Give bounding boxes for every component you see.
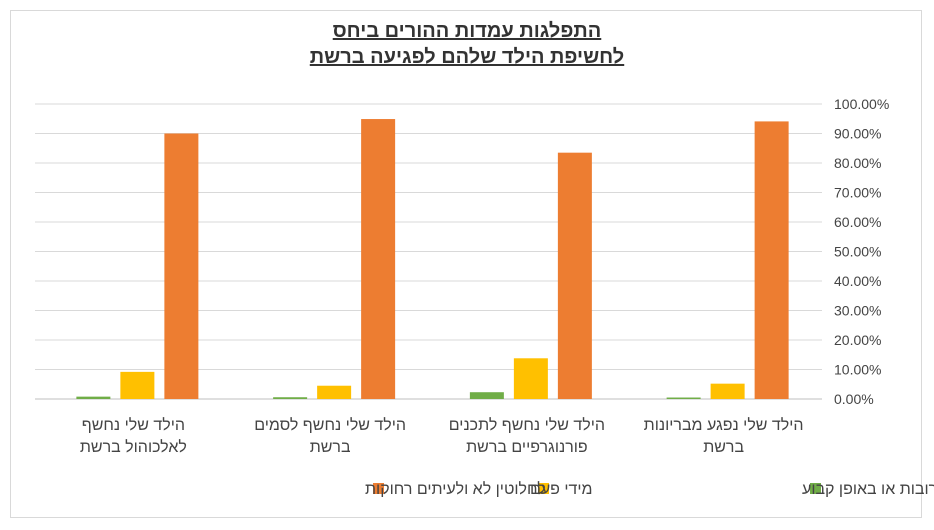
legend-swatch [373, 483, 384, 494]
chart-title: התפלגות עמדות ההורים ביחס לחשיפת הילד של… [0, 18, 934, 70]
bar [120, 371, 155, 399]
x-category-label: ברשת [703, 439, 744, 456]
bar [710, 383, 745, 399]
x-category-label: ברשת [310, 439, 351, 456]
legend-label: לעיתים קרובות או באופן קבוע [802, 480, 934, 498]
bar [317, 385, 352, 399]
x-category-label: הילד שלי נחשף לסמים [254, 416, 406, 434]
legend-swatch [810, 483, 821, 494]
bar [557, 152, 592, 399]
y-tick-label: 10.00% [834, 362, 881, 378]
bar [273, 397, 308, 399]
y-tick-label: 100.00% [834, 96, 889, 112]
y-tick-label: 90.00% [834, 126, 881, 142]
y-tick-label: 50.00% [834, 244, 881, 260]
bar [513, 358, 548, 399]
y-tick-label: 40.00% [834, 273, 881, 289]
x-category-label: לאלכוהול ברשת [80, 438, 187, 456]
y-tick-label: 80.00% [834, 155, 881, 171]
y-tick-label: 70.00% [834, 185, 881, 201]
bar [469, 392, 504, 399]
x-category-label: הילד שלי נפגע מבריונות [644, 416, 804, 434]
y-tick-label: 60.00% [834, 214, 881, 230]
legend-label: מידי פעם [530, 481, 593, 498]
y-tick-label: 30.00% [834, 303, 881, 319]
x-category-label: פורנוגרפיים ברשת [466, 439, 588, 456]
bar [76, 396, 111, 399]
legend-label: לחלוטין לא ולעיתים רחוקות [365, 480, 546, 498]
legend-swatch [538, 483, 549, 494]
bar [361, 119, 396, 400]
bar [754, 121, 789, 399]
x-category-label: הילד שלי נחשף [82, 416, 185, 434]
chart-title-line-2: לחשיפת הילד שלהם לפגיעה ברשת [309, 46, 625, 68]
y-tick-label: 20.00% [834, 332, 881, 348]
x-category-label: הילד שלי נחשף לתכנים [449, 416, 605, 434]
bar [666, 397, 701, 399]
chart-title-line-1: התפלגות עמדות ההורים ביחס [332, 20, 602, 42]
y-tick-label: 0.00% [834, 391, 874, 407]
bar [164, 133, 199, 399]
